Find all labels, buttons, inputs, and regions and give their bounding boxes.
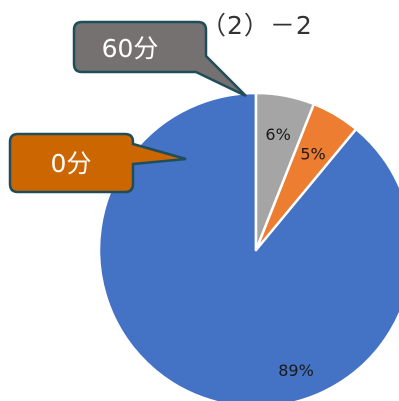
pie-slice-label-89: 89%: [278, 361, 314, 380]
callout-0-shape: [8, 132, 187, 194]
callout-60-text: 60分: [102, 34, 159, 63]
callout-60-shape: [72, 20, 247, 98]
pie-slice-label-6: 6%: [265, 125, 290, 144]
callout-0: 0分: [8, 132, 187, 194]
pie-slice-label-5: 5%: [300, 145, 325, 164]
pie-slice-labels: 89% 5% 6%: [265, 125, 325, 380]
callout-0-text: 0分: [51, 149, 92, 178]
chart-title: （2）－2: [201, 11, 313, 40]
callout-60: 60分: [72, 20, 247, 98]
pie-slice-6: [254, 91, 316, 252]
pie-slice-89: [97, 91, 399, 401]
pie-slices: [97, 91, 399, 401]
